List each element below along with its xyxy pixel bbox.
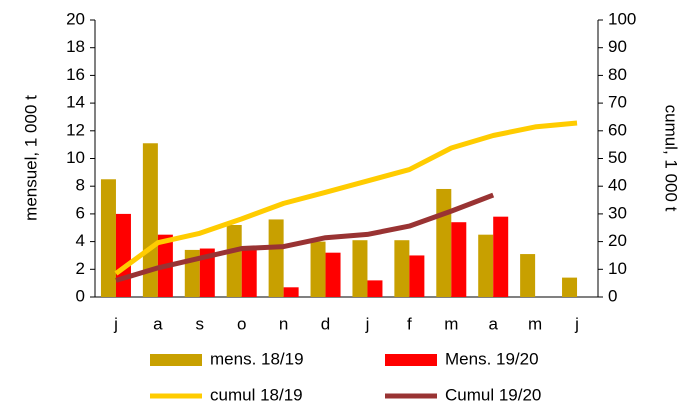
bar — [199, 248, 215, 297]
y-tick-label: 16 — [66, 65, 85, 84]
y2-tick-label: 50 — [608, 148, 627, 167]
bar — [367, 280, 383, 297]
x-tick-label: m — [528, 314, 542, 333]
y-tick-label: 6 — [76, 203, 85, 222]
y2-tick-label: 70 — [608, 93, 627, 112]
line — [114, 120, 578, 276]
y2-tick-label: 90 — [608, 37, 627, 56]
y2-tick-label: 20 — [608, 231, 627, 250]
bar — [226, 224, 242, 297]
x-tick-label: a — [488, 314, 498, 333]
y-tick-label: 20 — [66, 9, 85, 28]
bar — [394, 240, 410, 297]
bar — [241, 248, 257, 297]
y2-tick-label: 30 — [608, 203, 627, 222]
bar — [562, 277, 578, 297]
x-tick-label: d — [321, 314, 330, 333]
legend-swatch — [385, 354, 437, 366]
x-tick-label: n — [279, 314, 288, 333]
x-tick-label: f — [407, 314, 412, 333]
bar — [409, 255, 425, 297]
legend-label: mens. 18/19 — [210, 349, 304, 368]
bar — [268, 219, 284, 297]
y-tick-label: 10 — [66, 148, 85, 167]
y2-tick-label: 80 — [608, 65, 627, 84]
y-tick-label: 4 — [76, 231, 85, 250]
y-tick-label: 12 — [66, 120, 85, 139]
bar — [142, 143, 158, 297]
bar — [352, 240, 368, 297]
x-tick-label: j — [365, 314, 370, 333]
y-tick-label: 14 — [66, 93, 85, 112]
bar — [520, 254, 536, 297]
legend-label: Mens. 19/20 — [445, 349, 539, 368]
line — [115, 192, 495, 283]
legend-label: cumul 18/19 — [210, 385, 303, 404]
y2-axis-label: cumul, 1 000 t — [662, 105, 681, 212]
y-tick-label: 2 — [76, 259, 85, 278]
bar — [451, 222, 467, 297]
x-tick-label: m — [444, 314, 458, 333]
y2-tick-label: 10 — [608, 259, 627, 278]
bar — [436, 188, 452, 297]
bar — [493, 216, 509, 297]
x-tick-label: o — [237, 314, 246, 333]
bar — [478, 234, 494, 297]
legend-swatch — [150, 354, 202, 366]
x-tick-label: j — [574, 314, 579, 333]
y2-tick-label: 60 — [608, 120, 627, 139]
y2-tick-label: 0 — [608, 286, 617, 305]
legend-label: Cumul 19/20 — [445, 385, 541, 404]
bar — [100, 179, 116, 297]
y-tick-label: 0 — [76, 286, 85, 305]
x-tick-label: s — [196, 314, 205, 333]
y2-tick-label: 40 — [608, 176, 627, 195]
y-tick-label: 8 — [76, 176, 85, 195]
bar — [325, 252, 341, 297]
bar — [283, 287, 299, 297]
bar — [310, 241, 326, 297]
y-tick-label: 18 — [66, 37, 85, 56]
bar — [115, 213, 131, 297]
y2-tick-label: 100 — [608, 9, 636, 28]
x-tick-label: a — [153, 314, 163, 333]
y-axis-label: mensuel, 1 000 t — [21, 95, 40, 221]
x-tick-label: j — [113, 314, 118, 333]
